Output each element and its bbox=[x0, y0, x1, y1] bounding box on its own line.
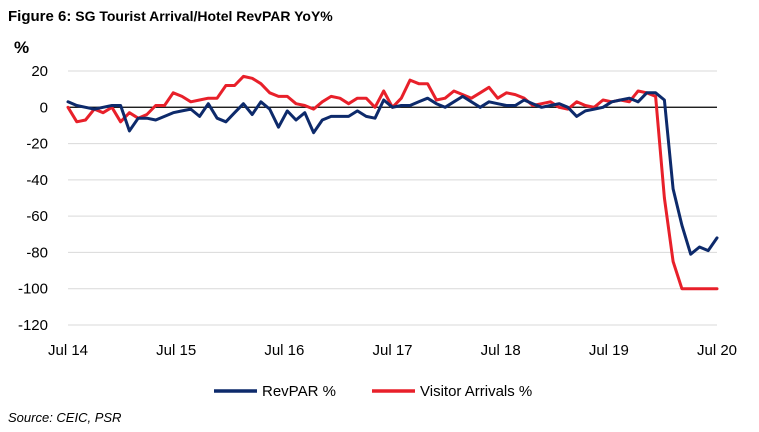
series-layer bbox=[66, 74, 719, 291]
y-tick-label: -80 bbox=[26, 244, 48, 261]
source-note: Source: CEIC, PSR bbox=[8, 410, 122, 425]
x-tick-label: Jul 20 bbox=[697, 342, 737, 359]
x-axis-labels: Jul 14 Jul 15 Jul 16 Jul 17 Jul 18 Jul 19 Jul … bbox=[48, 342, 737, 359]
x-tick-label: Jul 19 bbox=[589, 342, 629, 359]
y-tick-label: -100 bbox=[18, 281, 48, 298]
y-tick-label: -60 bbox=[26, 208, 48, 225]
y-axis-unit: % bbox=[14, 38, 30, 57]
figure-title-text: SG Tourist Arrival/Hotel RevPAR YoY% bbox=[71, 8, 333, 24]
revpar-series-line bbox=[66, 91, 719, 256]
y-tick-label: -40 bbox=[26, 172, 48, 189]
figure-title-lead: Figure 6: bbox=[8, 8, 72, 25]
legend-label-revpar: RevPAR % bbox=[262, 383, 336, 400]
x-tick-label: Jul 15 bbox=[156, 342, 196, 359]
legend-label-visitor-arrivals: Visitor Arrivals % bbox=[420, 383, 532, 400]
x-tick-label: Jul 14 bbox=[48, 342, 88, 359]
x-tick-label: Jul 17 bbox=[372, 342, 412, 359]
y-tick-label: -20 bbox=[26, 136, 48, 153]
legend: RevPAR % Visitor Arrivals % bbox=[214, 383, 532, 400]
x-tick-label: Jul 18 bbox=[481, 342, 521, 359]
figure-title: Figure 6: SG Tourist Arrival/Hotel RevPA… bbox=[8, 8, 333, 25]
y-tick-label: -120 bbox=[18, 317, 48, 334]
grid-layer bbox=[68, 70, 717, 326]
x-tick-label: Jul 16 bbox=[264, 342, 304, 359]
y-axis-labels: 20 0 -20 -40 -60 -80 -100 -120 bbox=[18, 63, 48, 334]
y-tick-label: 20 bbox=[31, 63, 48, 80]
y-tick-label: 0 bbox=[40, 99, 48, 116]
